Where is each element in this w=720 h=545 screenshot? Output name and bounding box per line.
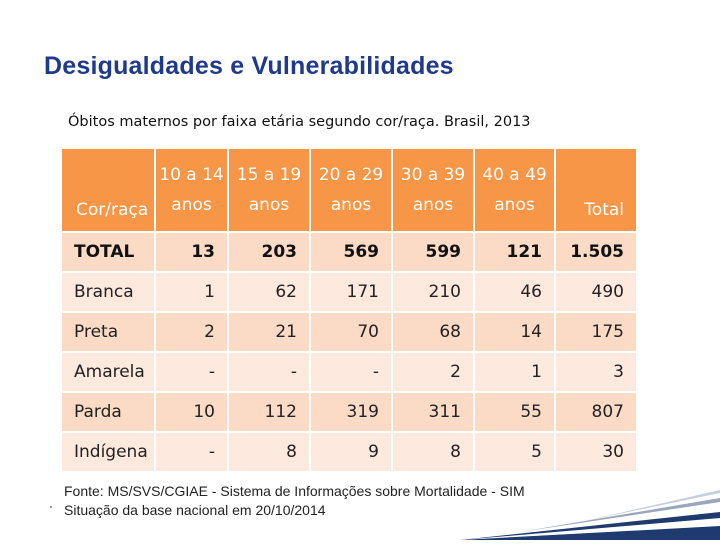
table-cell: 62 bbox=[227, 271, 311, 313]
row-label: Preta bbox=[60, 311, 156, 353]
decorative-stripes bbox=[460, 460, 720, 540]
table-row-total: TOTAL 13 203 569 599 121 1.505 bbox=[60, 231, 638, 273]
table-row-preta: Preta 2 21 70 68 14 175 bbox=[60, 311, 638, 353]
table-cell: 807 bbox=[554, 391, 638, 433]
row-label: Indígena bbox=[60, 431, 156, 473]
header-20-29: 20 a 29 anos bbox=[309, 147, 393, 233]
table-cell: 599 bbox=[391, 231, 475, 273]
table-cell: 21 bbox=[227, 311, 311, 353]
table-cell: 5 bbox=[473, 431, 556, 473]
slide-title: Desigualdades e Vulnerabilidades bbox=[44, 52, 454, 80]
table-cell: 2 bbox=[154, 311, 229, 353]
table-cell: 30 bbox=[554, 431, 638, 473]
table-cell: - bbox=[154, 431, 229, 473]
table-cell: 1.505 bbox=[554, 231, 638, 273]
table-cell: 490 bbox=[554, 271, 638, 313]
header-row: Cor/raça 10 a 14 anos 15 a 19 anos 20 a … bbox=[60, 147, 638, 233]
row-label: Branca bbox=[60, 271, 156, 313]
data-table-container: Cor/raça 10 a 14 anos 15 a 19 anos 20 a … bbox=[60, 147, 638, 473]
header-10-14: 10 a 14 anos bbox=[154, 147, 229, 233]
source-line-1: Fonte: MS/SVS/CGIAE - Sistema de Informa… bbox=[64, 483, 525, 499]
table-cell: 112 bbox=[227, 391, 311, 433]
table-cell: 171 bbox=[309, 271, 393, 313]
table-cell: 68 bbox=[391, 311, 475, 353]
header-40-49: 40 a 49 anos bbox=[473, 147, 556, 233]
row-label: TOTAL bbox=[60, 231, 156, 273]
table-row-parda: Parda 10 112 319 311 55 807 bbox=[60, 391, 638, 433]
table-cell: 10 bbox=[154, 391, 229, 433]
table-cell: 121 bbox=[473, 231, 556, 273]
table-cell: 70 bbox=[309, 311, 393, 353]
table-cell: - bbox=[309, 351, 393, 393]
header-cor-raca: Cor/raça bbox=[60, 147, 156, 233]
table-cell: 319 bbox=[309, 391, 393, 433]
source-line-2: Situação da base nacional em 20/10/2014 bbox=[64, 502, 326, 518]
decorative-dot bbox=[50, 506, 52, 508]
table-row-indigena: Indígena - 8 9 8 5 30 bbox=[60, 431, 638, 473]
maternal-deaths-table: Cor/raça 10 a 14 anos 15 a 19 anos 20 a … bbox=[60, 147, 638, 473]
header-15-19: 15 a 19 anos bbox=[227, 147, 311, 233]
table-cell: 311 bbox=[391, 391, 475, 433]
swoosh-decoration bbox=[460, 490, 720, 540]
table-cell: 3 bbox=[554, 351, 638, 393]
table-row-amarela: Amarela - - - 2 1 3 bbox=[60, 351, 638, 393]
table-cell: 55 bbox=[473, 391, 556, 433]
table-caption: Óbitos maternos por faixa etária segundo… bbox=[68, 114, 531, 130]
table-row-branca: Branca 1 62 171 210 46 490 bbox=[60, 271, 638, 313]
table-cell: 8 bbox=[391, 431, 475, 473]
table-cell: 14 bbox=[473, 311, 556, 353]
table-cell: 1 bbox=[473, 351, 556, 393]
table-cell: 13 bbox=[154, 231, 229, 273]
header-total: Total bbox=[554, 147, 638, 233]
table-cell: 1 bbox=[154, 271, 229, 313]
row-label: Parda bbox=[60, 391, 156, 433]
table-cell: - bbox=[154, 351, 229, 393]
row-label: Amarela bbox=[60, 351, 156, 393]
table-cell: 9 bbox=[309, 431, 393, 473]
table-cell: - bbox=[227, 351, 311, 393]
header-30-39: 30 a 39 anos bbox=[391, 147, 475, 233]
table-cell: 203 bbox=[227, 231, 311, 273]
table-cell: 46 bbox=[473, 271, 556, 313]
table-cell: 569 bbox=[309, 231, 393, 273]
table-cell: 2 bbox=[391, 351, 475, 393]
table-cell: 175 bbox=[554, 311, 638, 353]
source-note: Fonte: MS/SVS/CGIAE - Sistema de Informa… bbox=[64, 482, 525, 520]
table-cell: 8 bbox=[227, 431, 311, 473]
table-cell: 210 bbox=[391, 271, 475, 313]
